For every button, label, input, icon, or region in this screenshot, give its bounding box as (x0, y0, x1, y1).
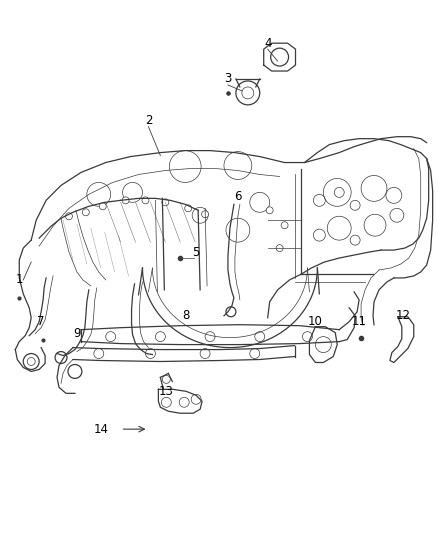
Text: 13: 13 (159, 385, 174, 398)
Text: 7: 7 (37, 315, 45, 328)
Circle shape (99, 203, 106, 210)
Text: 11: 11 (352, 315, 367, 328)
Circle shape (82, 209, 89, 216)
Text: 9: 9 (73, 327, 81, 340)
Text: 4: 4 (264, 37, 272, 50)
Text: 12: 12 (396, 309, 410, 322)
Text: 5: 5 (192, 246, 200, 259)
Circle shape (65, 213, 72, 220)
Text: 14: 14 (93, 423, 108, 435)
Text: 10: 10 (308, 315, 323, 328)
Circle shape (281, 222, 288, 229)
Text: 2: 2 (145, 114, 152, 127)
Circle shape (276, 245, 283, 252)
Circle shape (162, 199, 169, 206)
Circle shape (266, 207, 273, 214)
Text: 8: 8 (183, 309, 190, 322)
Circle shape (142, 197, 149, 204)
Text: 1: 1 (15, 273, 23, 286)
Circle shape (122, 197, 129, 204)
Circle shape (201, 211, 208, 218)
Circle shape (185, 205, 192, 212)
Text: 3: 3 (224, 72, 232, 85)
Text: 6: 6 (234, 190, 242, 203)
